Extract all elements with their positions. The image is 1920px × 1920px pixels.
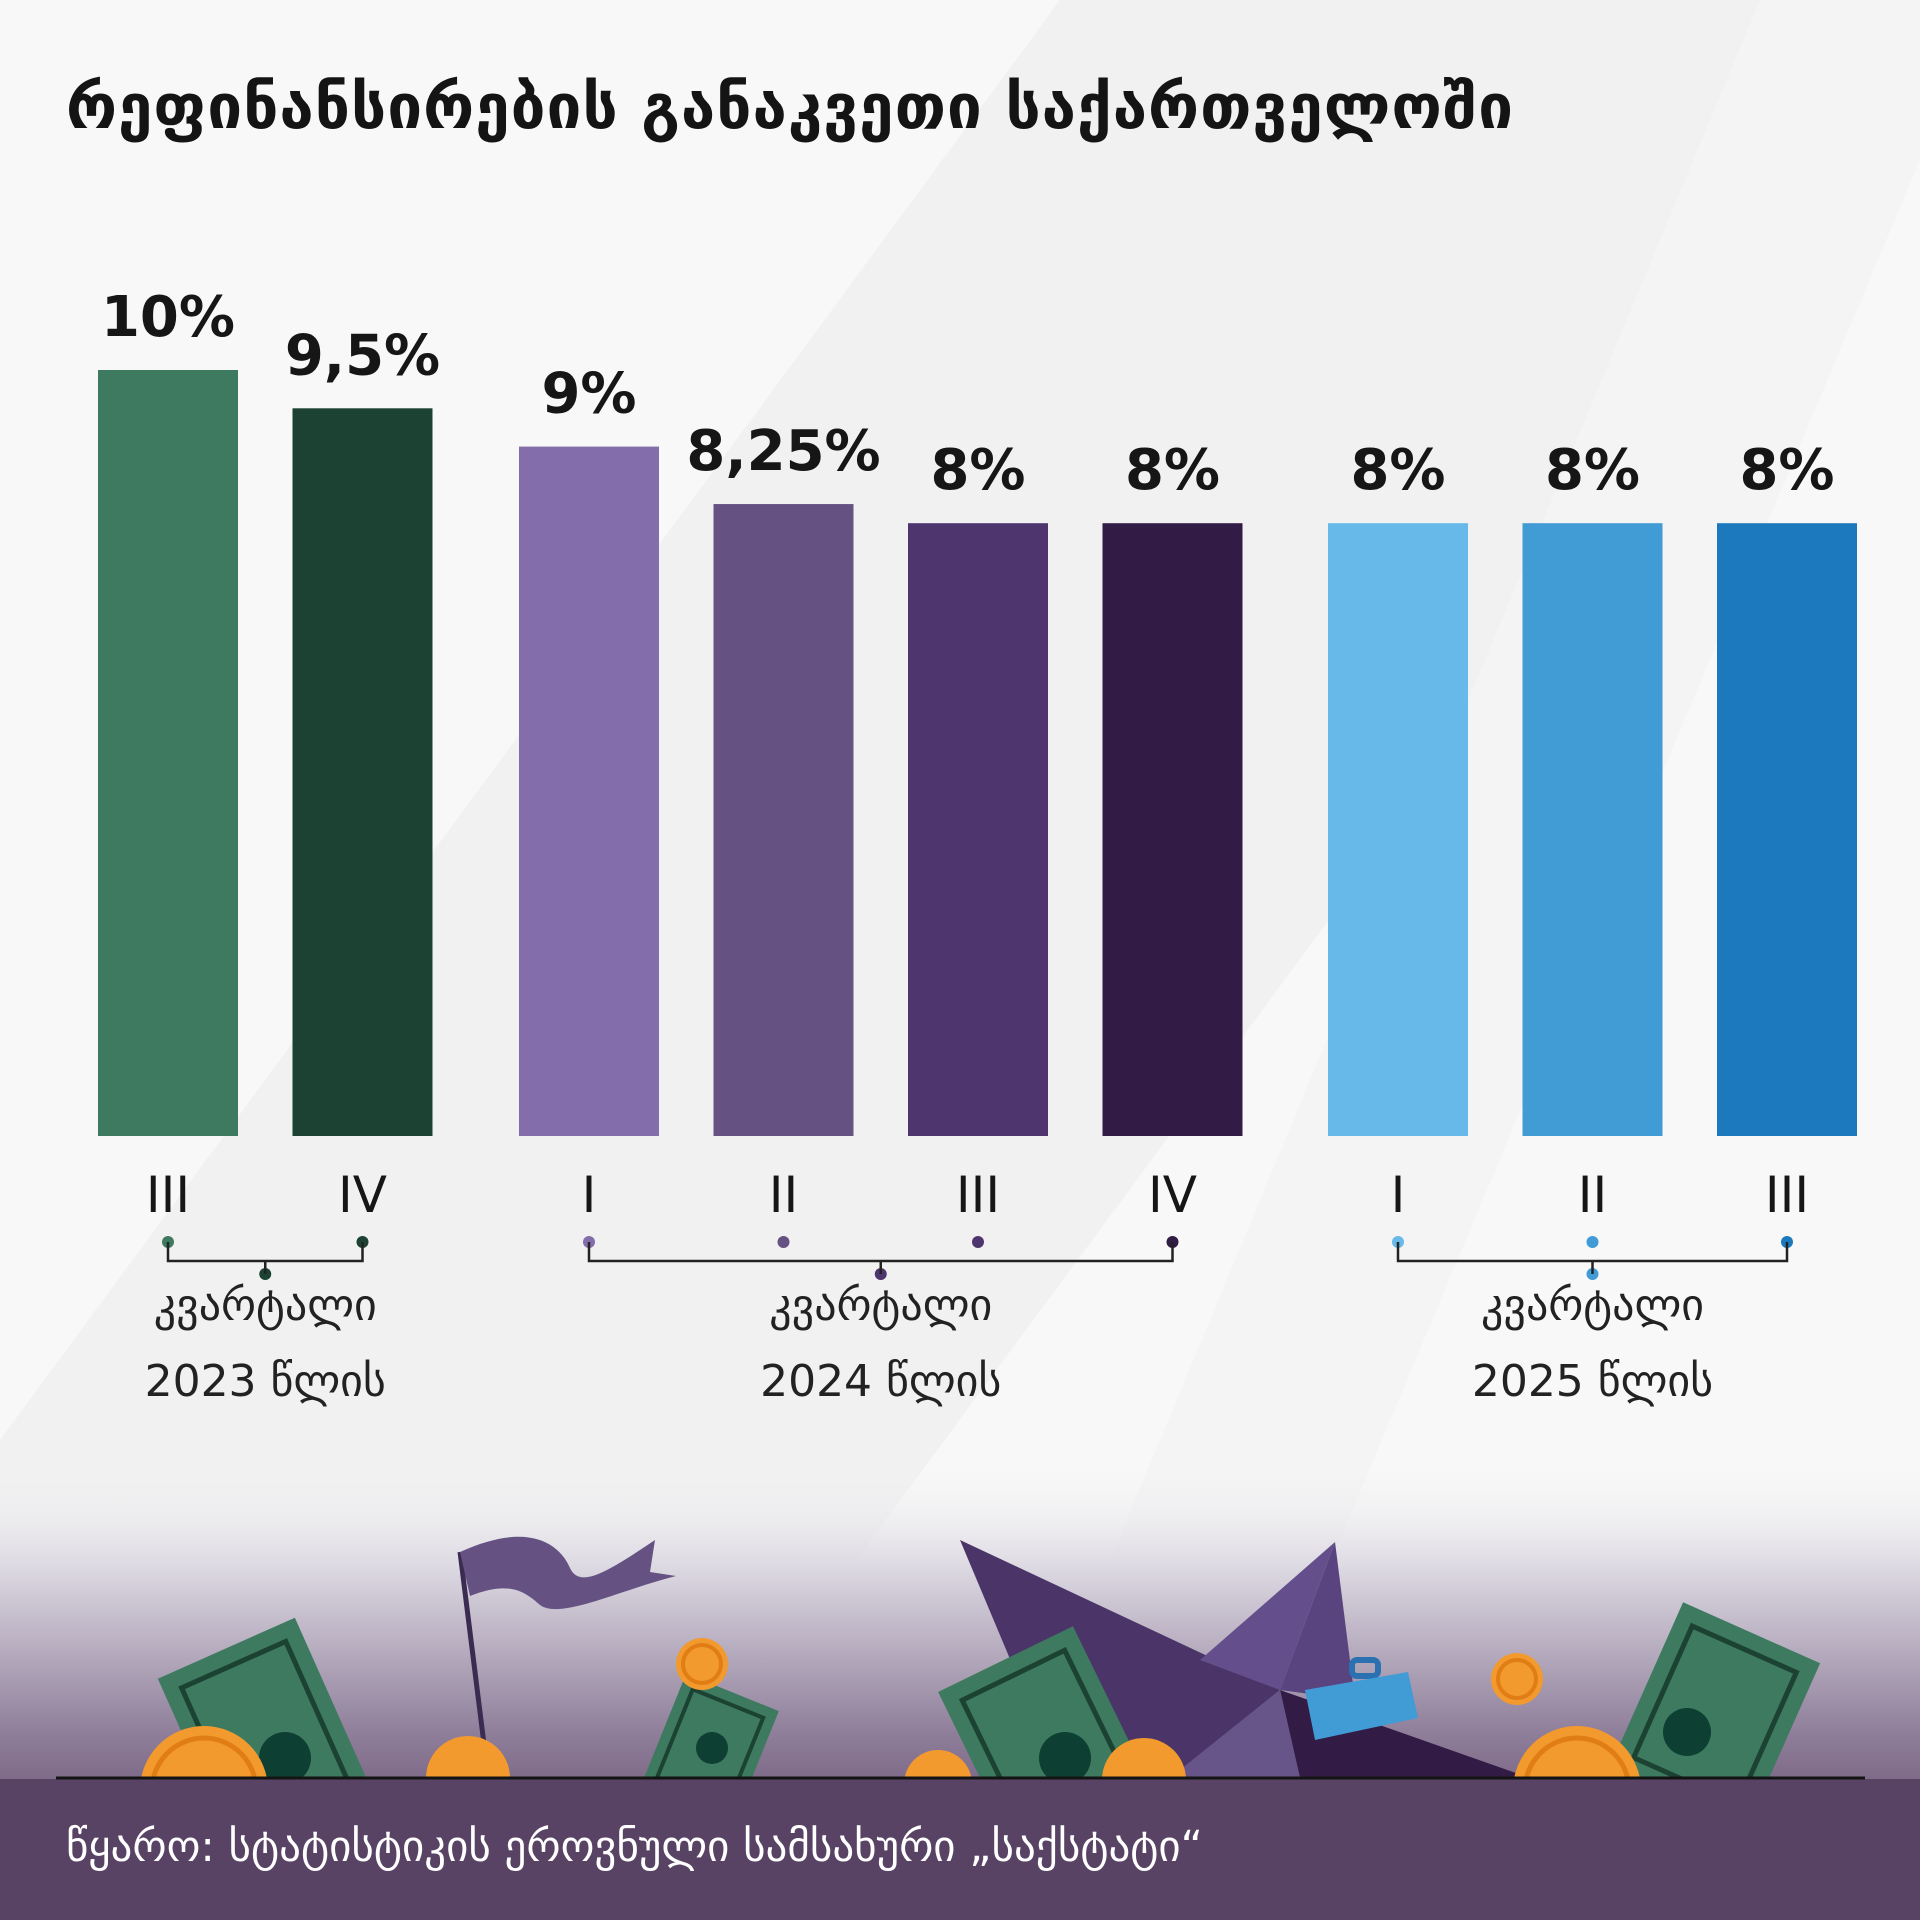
quarter-tick-label: III [146, 1166, 190, 1224]
tick-dot [777, 1236, 790, 1248]
bar-value-label: 8% [1545, 438, 1640, 503]
bar-value-label: 8% [1350, 438, 1445, 503]
bar [1717, 523, 1857, 1136]
bar [908, 523, 1048, 1136]
group-label-quarter: კვარტალი [1481, 1280, 1704, 1331]
quarter-tick-label: IV [338, 1166, 387, 1224]
tick-dot [1586, 1236, 1599, 1248]
group-label-year: 2023 წლის [145, 1356, 386, 1407]
suitcase-icon [1305, 1657, 1418, 1740]
bar [292, 408, 433, 1136]
bar [98, 370, 238, 1136]
quarter-tick-label: III [1765, 1166, 1809, 1224]
tick-dot [972, 1236, 984, 1248]
group-label-quarter: კვარტალი [769, 1280, 992, 1331]
chart-title: რეფინანსირების განაკვეთი საქართველოში [66, 70, 1515, 143]
bar [713, 504, 854, 1136]
bar-value-label: 8% [1739, 438, 1834, 503]
group-label-quarter: კვარტალი [154, 1280, 377, 1331]
bar [1522, 523, 1663, 1136]
quarter-tick-label: II [769, 1166, 799, 1224]
source-note: წყარო: სტატისტიკის ეროვნული სამსახური „ს… [66, 1822, 1203, 1872]
flag-icon [457, 1536, 676, 1761]
bar-value-label: 8% [1125, 438, 1220, 503]
quarter-tick-label: I [582, 1166, 597, 1224]
bar-value-label: 8% [930, 438, 1025, 503]
bar-value-label: 10% [101, 285, 235, 350]
bar-value-label: 9% [541, 362, 636, 427]
bar [1102, 523, 1243, 1136]
bar-value-label: 8,25% [686, 419, 880, 484]
banknote-icon [1609, 1602, 1821, 1828]
group-label-year: 2025 წლის [1472, 1356, 1713, 1407]
quarter-tick-label: III [956, 1166, 1000, 1224]
bar-value-label: 9,5% [285, 323, 440, 388]
bar [519, 446, 659, 1137]
quarter-tick-label: I [1391, 1166, 1406, 1224]
group-label-year: 2024 წლის [760, 1356, 1001, 1407]
bar [1328, 523, 1468, 1136]
quarter-tick-label: IV [1148, 1166, 1197, 1224]
quarter-tick-label: II [1578, 1166, 1608, 1224]
